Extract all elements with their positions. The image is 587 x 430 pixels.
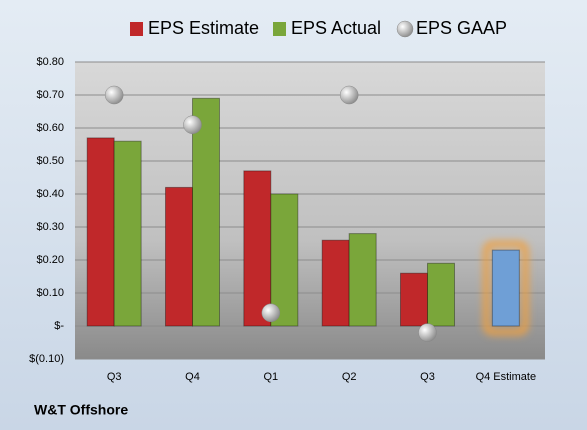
bar — [348, 233, 377, 327]
gaap-marker — [261, 303, 281, 323]
gaap-marker — [339, 85, 359, 105]
y-tick-label: $0.30 — [36, 221, 64, 233]
legend-swatch — [396, 20, 414, 38]
x-tick-label: Q2 — [342, 371, 357, 383]
bar — [113, 140, 142, 327]
bar — [400, 272, 428, 327]
highlight-glow — [483, 241, 529, 336]
bar — [270, 193, 299, 327]
gaap-marker — [418, 323, 437, 342]
bar — [427, 262, 455, 327]
legend-swatch — [130, 22, 143, 36]
y-tick-label: $0.60 — [36, 122, 64, 134]
bar — [86, 137, 115, 327]
legend-label: EPS Estimate — [148, 18, 259, 38]
source-label: W&T Offshore — [34, 402, 128, 418]
y-tick-label: $0.40 — [36, 188, 64, 200]
x-tick-label: Q3 — [107, 371, 122, 383]
y-tick-label: $0.20 — [36, 254, 64, 266]
legend-label: EPS Actual — [291, 18, 381, 38]
y-tick-label: $0.80 — [36, 56, 64, 68]
y-tick-label: $0.10 — [36, 287, 64, 299]
y-tick-label: $0.70 — [36, 89, 64, 101]
bar — [192, 97, 220, 327]
x-tick-label: Q4 Estimate — [476, 371, 537, 383]
legend-swatch — [273, 22, 286, 36]
gaap-marker — [104, 85, 124, 105]
plot-area — [75, 62, 545, 359]
x-tick-label: Q1 — [263, 371, 278, 383]
y-tick-label: $(0.10) — [29, 353, 64, 365]
bar — [165, 186, 193, 327]
bar — [243, 170, 272, 327]
y-tick-label: $0.50 — [36, 155, 64, 167]
bar — [321, 239, 350, 327]
legend-label: EPS GAAP — [416, 18, 507, 38]
bar — [491, 249, 520, 327]
y-tick-label: $- — [54, 320, 64, 332]
x-tick-label: Q3 — [420, 371, 435, 383]
gaap-marker — [183, 115, 202, 134]
x-tick-label: Q4 — [185, 371, 200, 383]
